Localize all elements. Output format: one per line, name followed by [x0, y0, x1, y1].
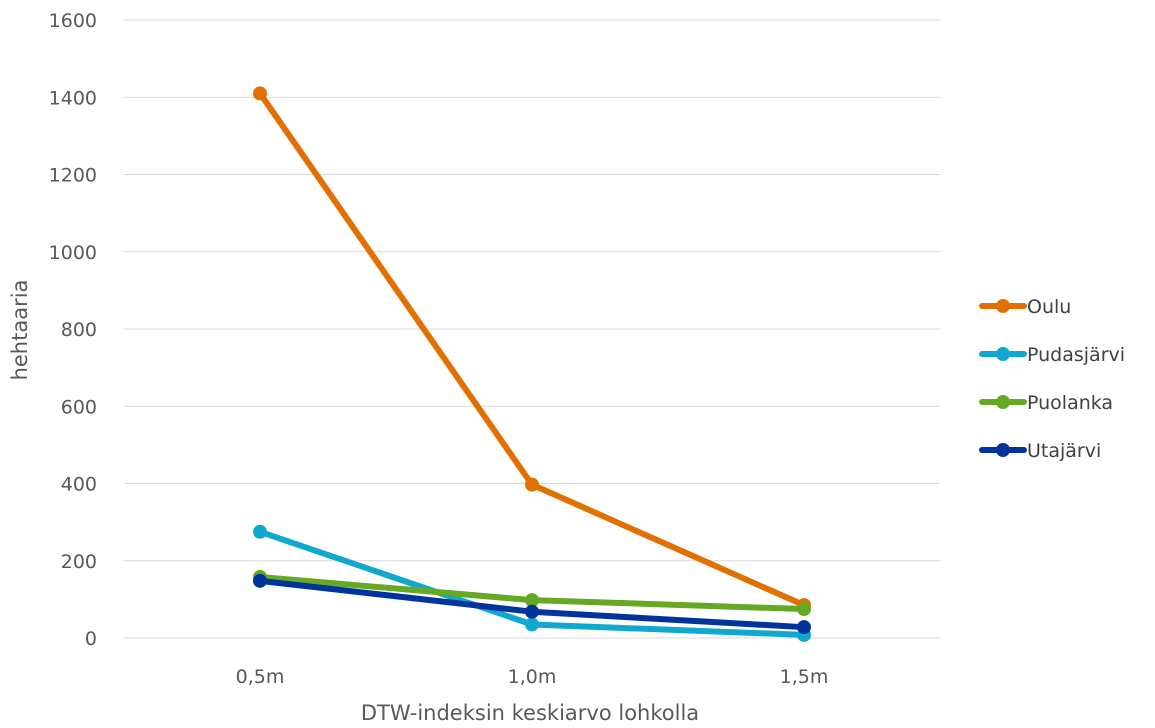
- series-lines: [253, 86, 811, 642]
- y-tick-label: 1200: [49, 165, 97, 187]
- series-oulu: [253, 86, 811, 613]
- x-tick-label: 1,5m: [780, 666, 829, 688]
- data-point-utajarvi: [253, 573, 267, 588]
- y-tick-label: 400: [61, 474, 97, 496]
- series-pudasjarvi: [253, 524, 811, 642]
- legend-label: Puolanka: [1027, 392, 1113, 414]
- legend-marker: [996, 347, 1010, 361]
- legend-item-utajarvi: Utajärvi: [979, 440, 1101, 462]
- y-tick-label: 600: [61, 396, 97, 418]
- data-point-utajarvi: [525, 604, 539, 619]
- y-tick-label: 800: [61, 319, 97, 341]
- y-tick-label: 0: [85, 628, 97, 650]
- x-tick-label: 0,5m: [236, 666, 285, 688]
- x-tick-label: 1,0m: [508, 666, 557, 688]
- legend: Oulu Pudasjärvi Puolanka Utajärvi: [979, 296, 1125, 462]
- y-tick-label: 1000: [49, 242, 97, 264]
- legend-item-puolanka: Puolanka: [979, 392, 1113, 414]
- legend-item-oulu: Oulu: [979, 296, 1071, 318]
- gridlines: [124, 19, 940, 639]
- data-point-utajarvi: [797, 620, 811, 635]
- data-point-puolanka: [797, 602, 811, 617]
- legend-marker: [996, 395, 1010, 409]
- legend-label: Pudasjärvi: [1027, 344, 1125, 366]
- legend-marker: [996, 443, 1010, 457]
- series-line-oulu: [257, 90, 807, 609]
- data-point-oulu: [525, 477, 539, 492]
- legend-label: Oulu: [1027, 296, 1071, 318]
- y-tick-label: 1600: [49, 10, 97, 32]
- y-tick-label: 1400: [49, 87, 97, 109]
- y-tick-label: 200: [61, 551, 97, 573]
- y-axis-title: hehtaaria: [8, 280, 32, 381]
- data-point-pudasjarvi: [253, 524, 267, 539]
- legend-marker: [996, 299, 1010, 313]
- data-point-oulu: [253, 86, 267, 101]
- data-point-pudasjarvi: [525, 617, 539, 632]
- x-axis-ticks: 0,5m 1,0m 1,5m: [236, 666, 829, 688]
- y-axis-ticks: 0 200 400 600 800 1000 1200 1400 1600: [49, 10, 97, 650]
- legend-label: Utajärvi: [1027, 440, 1101, 462]
- series-utajarvi: [253, 573, 811, 635]
- data-point-puolanka: [525, 593, 539, 608]
- x-axis-title: DTW-indeksin keskiarvo lohkolla: [361, 701, 699, 725]
- series-puolanka: [253, 569, 811, 617]
- legend-item-pudasjarvi: Pudasjärvi: [979, 344, 1125, 366]
